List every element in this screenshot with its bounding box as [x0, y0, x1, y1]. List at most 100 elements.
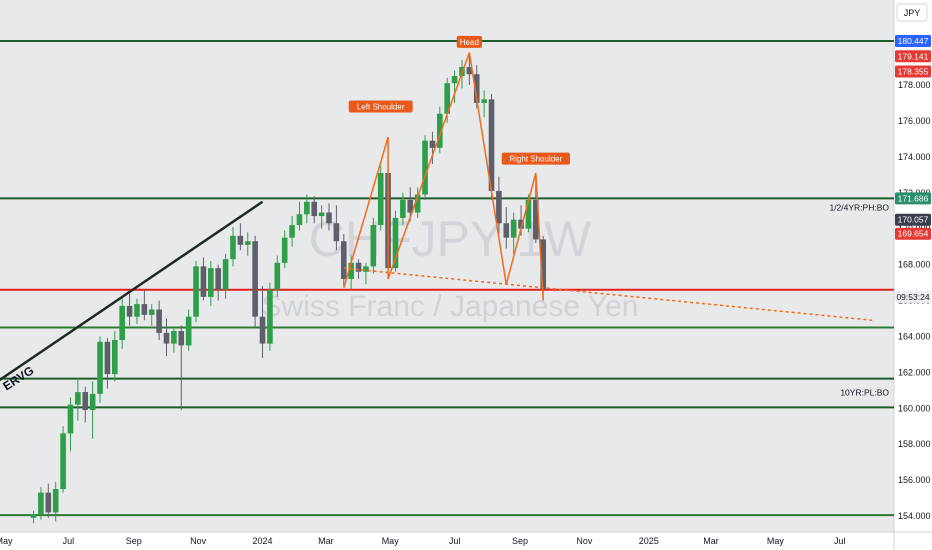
price-tag-label: 171.686	[898, 193, 929, 203]
price-axis-panel[interactable]	[894, 0, 932, 550]
candle-body	[185, 316, 192, 346]
candle-body	[318, 212, 325, 217]
candle-body	[304, 201, 310, 215]
time-axis-tick: 2024	[253, 536, 273, 546]
candle-body	[141, 304, 148, 315]
pattern-label-box	[348, 100, 413, 113]
price-tag-box	[895, 290, 931, 303]
candle-body	[222, 259, 229, 290]
candle-body	[259, 316, 266, 344]
price-axis-tick: 156.000	[898, 475, 931, 485]
candle-body	[75, 392, 81, 405]
price-axis-tick: 158.000	[898, 439, 931, 449]
time-axis-tick: May	[382, 536, 400, 546]
candle-body	[267, 289, 273, 344]
candles	[30, 54, 547, 524]
price-tag-label: 09:53:24	[896, 292, 929, 302]
price-tag-label: 178.355	[898, 67, 929, 77]
candle-body	[540, 239, 547, 290]
candle-body	[311, 201, 318, 217]
candle-body	[171, 331, 177, 344]
candle-body	[274, 262, 281, 290]
candle-body	[355, 262, 362, 272]
candle-body	[510, 219, 517, 238]
candle-body	[422, 140, 428, 195]
candle-body	[377, 172, 384, 226]
candle-body	[370, 225, 377, 267]
time-axis-tick: May	[767, 536, 785, 546]
price-axis-tick: 176.000	[898, 116, 931, 126]
time-axis-tick: Sep	[126, 536, 142, 546]
time-axis-tick: Nov	[190, 536, 207, 546]
currency-badge[interactable]	[896, 3, 928, 22]
candle-body	[348, 262, 354, 279]
candle-body	[200, 266, 207, 297]
candle-body	[466, 67, 473, 75]
candle-body	[134, 304, 140, 317]
candle-body	[244, 241, 251, 245]
pattern-label-box	[456, 35, 482, 48]
candle-body	[407, 199, 414, 213]
candle-body	[444, 83, 450, 114]
candle-body	[363, 266, 369, 272]
candle-body	[104, 341, 111, 375]
candle-body	[119, 305, 125, 341]
currency-label: JPY	[904, 8, 921, 18]
candle-body	[67, 404, 74, 434]
time-axis-labels: May Jul Sep Nov 2024 Mar May Jul Sep Nov 2025 Mar Ma…	[0, 536, 845, 546]
candle-body	[193, 266, 199, 317]
candle-body	[326, 212, 332, 224]
candle-body	[97, 341, 103, 394]
pattern-label: Right Shoulder	[509, 155, 562, 164]
candle-body	[111, 340, 118, 375]
trendline	[0, 200, 264, 382]
pattern-label: Head	[460, 38, 479, 47]
price-axis-tick: 162.000	[898, 367, 931, 377]
time-axis-tick: Sep	[512, 536, 528, 546]
candle-body	[296, 214, 303, 226]
candle-body	[414, 194, 421, 213]
price-tags: 180.447 179.141 178.355 171.686 170.057 169.6…	[895, 35, 931, 303]
price-tag-box	[895, 213, 931, 226]
time-axis-tick: Jul	[834, 536, 846, 546]
candle-body	[289, 225, 295, 238]
candle-body	[60, 433, 66, 490]
candle-body	[45, 492, 52, 513]
candle-body	[503, 223, 510, 238]
time-axis-tick: Mar	[318, 536, 334, 546]
price-tag-label: 170.057	[898, 215, 929, 225]
time-axis-tick: May	[0, 536, 13, 546]
candle-body	[429, 140, 436, 148]
candle-body	[437, 113, 443, 148]
pattern-label: Left Shoulder	[357, 103, 405, 112]
candle-body	[178, 331, 185, 346]
price-axis-tick: 164.000	[898, 331, 931, 341]
price-tag-label: 179.141	[898, 51, 929, 61]
candle-body	[156, 309, 162, 333]
candle-body	[451, 76, 458, 84]
candle-body	[252, 241, 258, 317]
price-tag-label: 180.447	[898, 36, 929, 46]
price-tag-box	[895, 227, 931, 240]
candle-body	[163, 332, 170, 344]
price-tag-box	[895, 50, 931, 63]
candle-body	[333, 223, 340, 242]
price-axis-tick: 178.000	[898, 80, 931, 90]
candle-body	[496, 190, 502, 224]
candle-body	[208, 268, 214, 297]
time-axis-panel[interactable]	[0, 532, 894, 550]
time-axis-tick: Jul	[63, 536, 75, 546]
price-axis-tick: 174.000	[898, 152, 931, 162]
horizontal-levels	[0, 40, 894, 517]
level-label: 1/2/4YR:PH:BO	[829, 203, 889, 213]
candle-body	[126, 305, 133, 317]
candle-body	[400, 199, 406, 218]
neckline	[343, 267, 873, 322]
candle-body	[340, 241, 347, 279]
time-axis-tick: Nov	[576, 536, 593, 546]
time-axis-tick: Mar	[703, 536, 719, 546]
candle-body	[230, 235, 236, 260]
